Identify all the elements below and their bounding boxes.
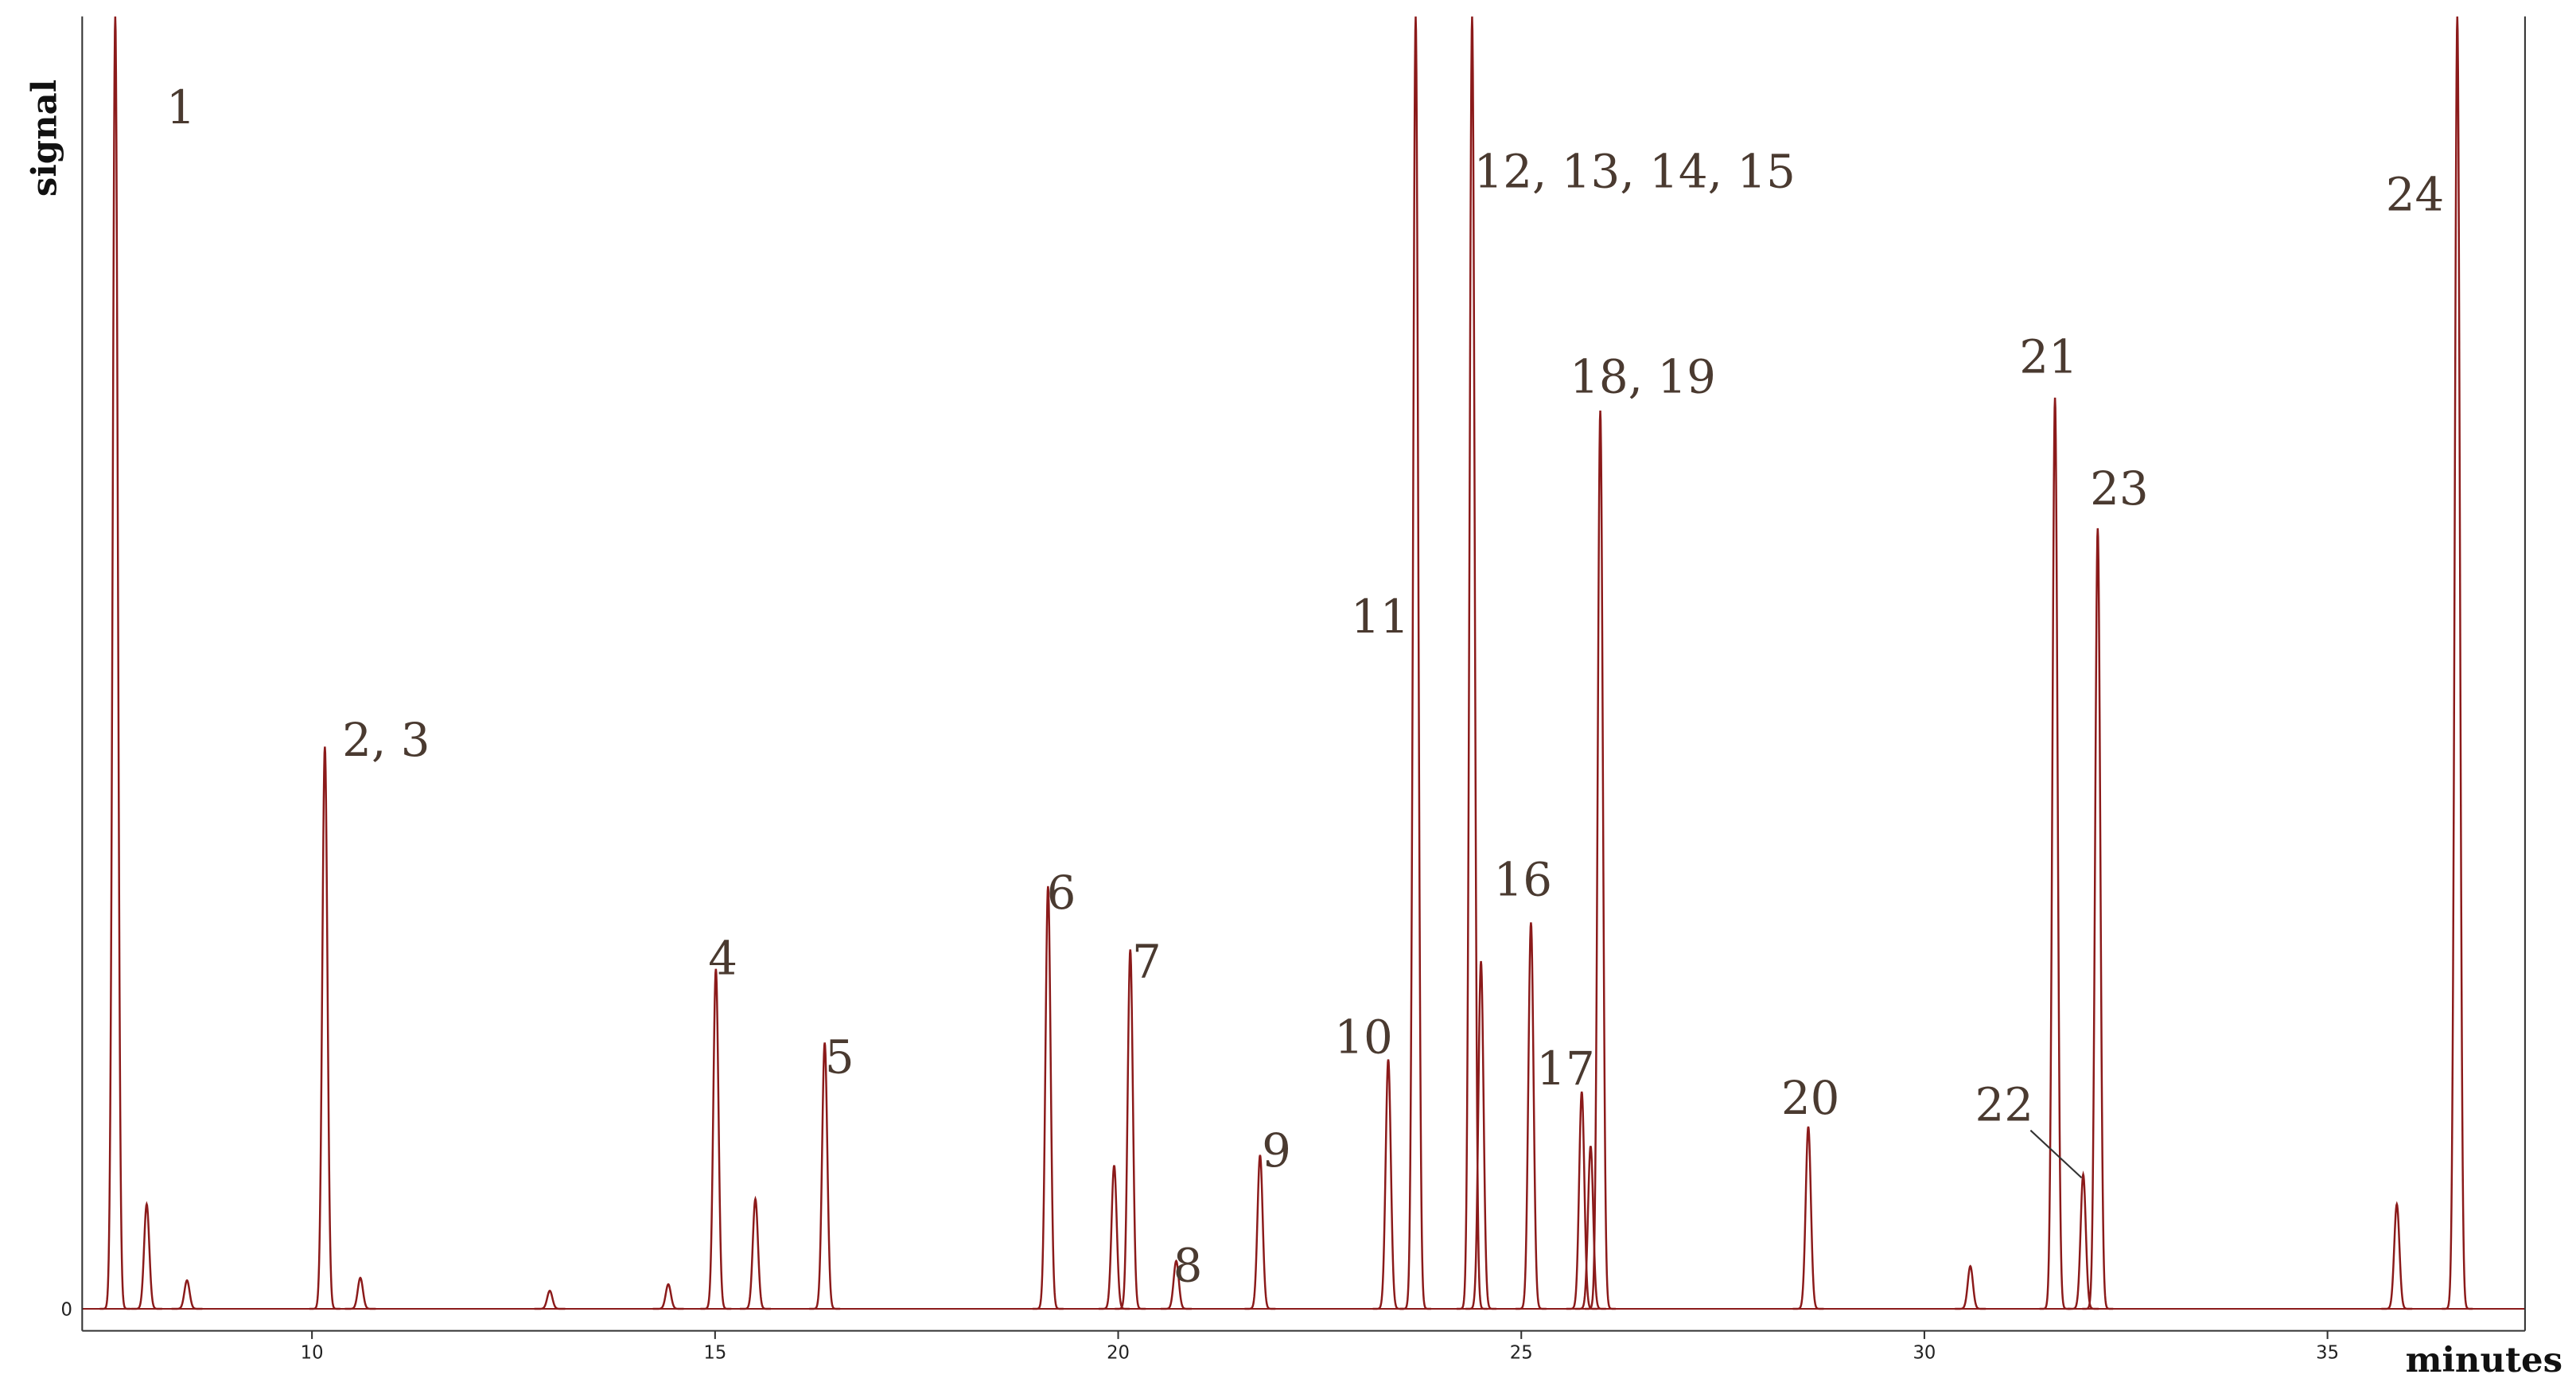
peak bbox=[1515, 922, 1547, 1310]
peak-label: 5 bbox=[825, 1030, 854, 1084]
peak bbox=[534, 1289, 566, 1310]
x-tick-label: 35 bbox=[2316, 1343, 2339, 1364]
peak bbox=[1465, 960, 1497, 1310]
peak bbox=[171, 1279, 203, 1310]
peak bbox=[652, 1283, 684, 1310]
x-tick-label: 25 bbox=[1510, 1343, 1533, 1364]
x-axis-title: minutes bbox=[2406, 1340, 2562, 1380]
peak-label: 2, 3 bbox=[342, 713, 430, 767]
peak-label: 10 bbox=[1334, 1010, 1393, 1065]
peak-label: 9 bbox=[1262, 1123, 1291, 1178]
peak-label: 17 bbox=[1536, 1041, 1595, 1096]
peak bbox=[1574, 1146, 1606, 1310]
peak bbox=[99, 16, 131, 1310]
peak bbox=[1566, 1091, 1597, 1310]
x-tick-label: 20 bbox=[1107, 1343, 1130, 1364]
peak bbox=[2082, 528, 2114, 1310]
peak-label: 7 bbox=[1132, 935, 1162, 989]
peak-label: 6 bbox=[1047, 866, 1076, 920]
peak-label: 1 bbox=[166, 80, 196, 134]
x-tick-label: 15 bbox=[703, 1343, 726, 1364]
peak bbox=[2039, 397, 2071, 1310]
x-tick-label: 30 bbox=[1913, 1343, 1936, 1364]
peak bbox=[1792, 1126, 1824, 1310]
peak-label: 24 bbox=[2386, 167, 2445, 221]
peak bbox=[1400, 16, 1431, 1310]
peak bbox=[1032, 886, 1064, 1310]
peak bbox=[1372, 1059, 1404, 1310]
peak bbox=[1244, 1154, 1276, 1310]
peak bbox=[2068, 1170, 2099, 1310]
peak bbox=[740, 1195, 771, 1310]
peak-label: 22 bbox=[1975, 1077, 2034, 1131]
peak-label: 8 bbox=[1173, 1239, 1203, 1293]
peak-label: 12, 13, 14, 15 bbox=[1473, 144, 1795, 198]
x-tick-label: 10 bbox=[301, 1343, 324, 1364]
peak bbox=[344, 1276, 376, 1310]
peak bbox=[700, 968, 732, 1310]
plot-area bbox=[82, 16, 2525, 1310]
peak bbox=[2381, 1201, 2413, 1310]
leader-line bbox=[2029, 1129, 2083, 1178]
peak-label: 4 bbox=[708, 932, 737, 986]
peak-label: 23 bbox=[2090, 461, 2149, 516]
peak-label: 11 bbox=[1351, 590, 1410, 644]
y-axis-title: signal bbox=[24, 80, 64, 197]
peak-label: 20 bbox=[1781, 1071, 1840, 1125]
peak bbox=[1115, 949, 1146, 1310]
peak bbox=[1161, 1259, 1192, 1310]
peak-label: 21 bbox=[2019, 330, 2078, 384]
peak bbox=[1955, 1264, 1986, 1310]
peak-label: 18, 19 bbox=[1570, 350, 1716, 404]
peak bbox=[1099, 1165, 1130, 1310]
peak-label: 16 bbox=[1494, 852, 1553, 906]
peak bbox=[130, 1201, 162, 1310]
peak bbox=[1585, 411, 1617, 1310]
peak bbox=[2442, 16, 2473, 1310]
peak bbox=[1456, 16, 1488, 1310]
y-tick-label: 0 bbox=[60, 1299, 72, 1320]
peak bbox=[309, 746, 340, 1310]
peak bbox=[809, 1042, 841, 1310]
